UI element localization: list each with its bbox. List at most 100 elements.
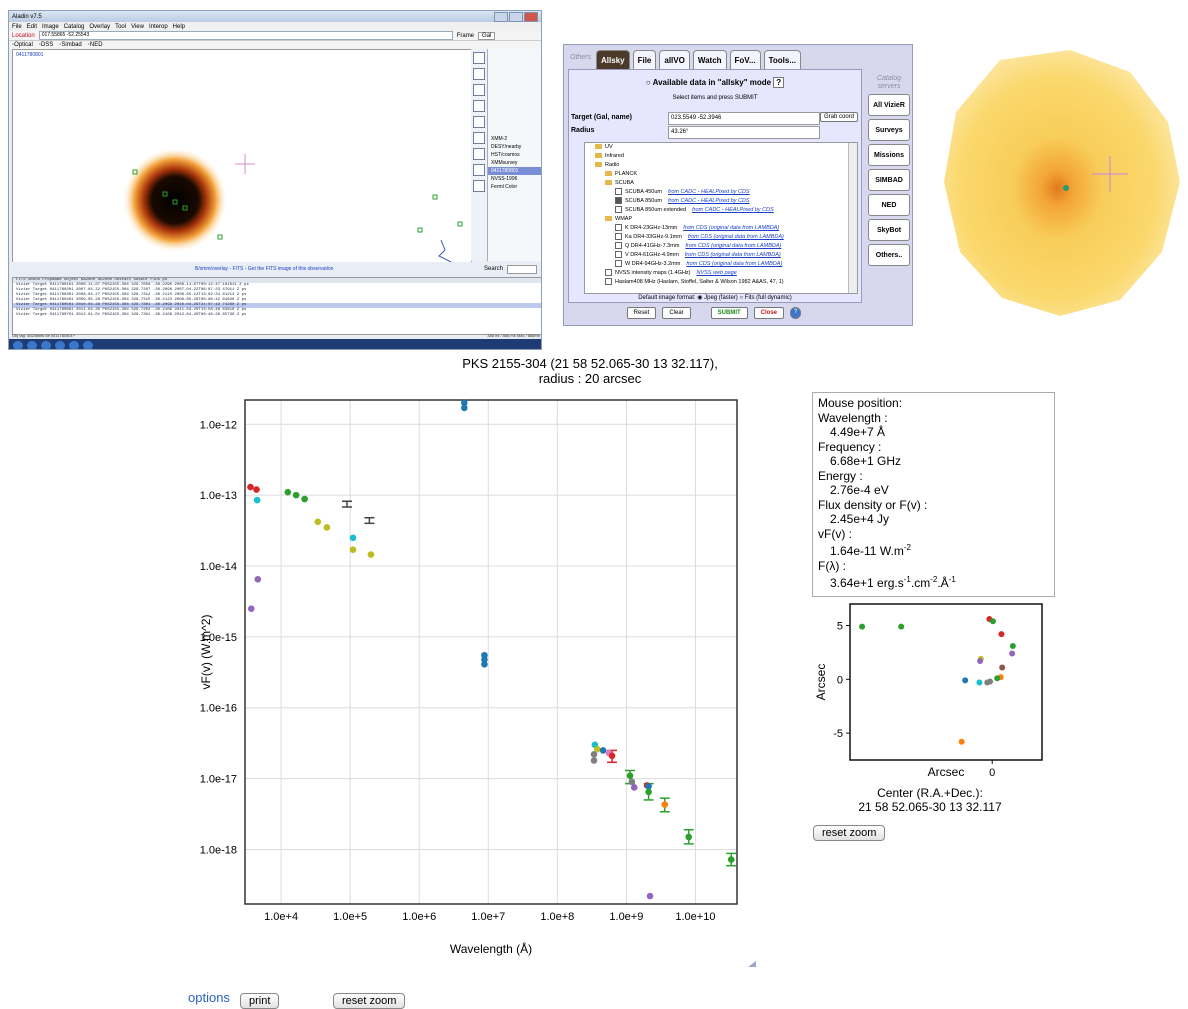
server-ned[interactable]: NED: [868, 194, 910, 216]
tree-item-link[interactable]: NVSS web page: [696, 270, 737, 276]
tree-item[interactable]: SCUBA 850um from CADC - HEALPixed by CDS: [585, 197, 857, 206]
sed-point[interactable]: [630, 784, 638, 791]
table-row[interactable]: Vizier Target 0411780401 2009-05-28 PKS2…: [16, 298, 247, 302]
layer-item[interactable]: NVSS-1996: [491, 176, 518, 182]
layer-item[interactable]: XMM-2: [491, 136, 508, 142]
sed-point[interactable]: [284, 488, 292, 496]
tag-tool-icon[interactable]: [473, 116, 485, 128]
tree-item[interactable]: Infrared: [585, 152, 857, 161]
fits-radio[interactable]: ○: [739, 295, 745, 301]
tree-item-link[interactable]: from CDS (original data from LAMBDA): [684, 252, 781, 258]
tree-item[interactable]: NVSS intensity maps (1.4GHz) NVSS web pag…: [585, 269, 857, 278]
table-row[interactable]: Vizier Target 0411780201 2007-04-22 PKS2…: [16, 288, 247, 292]
tree-scrollbar[interactable]: [848, 143, 857, 293]
reset-zoom-button[interactable]: reset zoom: [333, 993, 406, 1009]
menu-item-edit[interactable]: Edit: [26, 23, 38, 30]
sed-point[interactable]: [685, 833, 693, 841]
checkbox-icon[interactable]: [615, 260, 622, 268]
jpeg-radio[interactable]: ◉: [697, 295, 705, 301]
position-point[interactable]: [994, 675, 1001, 682]
tab-watch[interactable]: Watch: [692, 50, 727, 69]
position-point[interactable]: [998, 631, 1005, 638]
sed-point[interactable]: [646, 892, 654, 900]
tree-item[interactable]: Ka DR4-33GHz-9.1mm from CDS (original dat…: [585, 233, 857, 242]
sed-point[interactable]: [301, 495, 308, 503]
sed-point[interactable]: [349, 546, 357, 553]
reset-button[interactable]: Reset: [626, 307, 657, 319]
sed-point[interactable]: [314, 518, 322, 526]
layer-item[interactable]: 0411780801: [488, 167, 541, 175]
server-surveys[interactable]: Surveys: [868, 119, 910, 141]
menu-item-image[interactable]: Image: [42, 23, 59, 30]
print-button[interactable]: print: [240, 993, 280, 1009]
tree-item-link[interactable]: from CDS (original data from LAMBDA): [683, 225, 780, 231]
close-window-button[interactable]: [524, 11, 538, 22]
sed-point[interactable]: [253, 496, 261, 504]
menu-item-tool[interactable]: Tool: [115, 23, 127, 30]
zoom-tool-icon[interactable]: [473, 84, 485, 96]
sed-point[interactable]: [594, 745, 601, 753]
tree-item[interactable]: PLANCK: [585, 170, 857, 179]
position-point[interactable]: [962, 677, 969, 684]
tree-item[interactable]: SCUBA: [585, 179, 857, 188]
tree-item[interactable]: Radio: [585, 161, 857, 170]
tab-allsky[interactable]: Allsky: [596, 50, 630, 69]
server-skybot[interactable]: SkyBot: [868, 219, 910, 241]
sed-point[interactable]: [599, 747, 607, 754]
tree-item[interactable]: SCUBA 450um from CADC - HEALPixed by CDS: [585, 188, 857, 197]
position-point[interactable]: [976, 679, 983, 686]
delete-tool-icon[interactable]: [473, 180, 485, 192]
sed-point[interactable]: [628, 778, 636, 786]
tree-item[interactable]: K DR4-23GHz-13mm from CDS (original data …: [585, 224, 857, 233]
sed-point[interactable]: [349, 534, 357, 542]
menu-item-view[interactable]: View: [131, 23, 144, 30]
tree-item[interactable]: Haslam408 MHz (Haslam, Stoffel, Salter &…: [585, 278, 857, 287]
start-button-icon[interactable]: [13, 340, 23, 349]
table-row[interactable]: Vizier Target 0411780601 2011-04-20 PKS2…: [16, 308, 247, 312]
frame-select[interactable]: Gal: [478, 31, 496, 40]
dist-tool-icon[interactable]: [473, 132, 485, 144]
checkbox-icon[interactable]: [615, 197, 622, 205]
app-icon[interactable]: [69, 340, 79, 349]
sed-point[interactable]: [608, 752, 616, 760]
checkbox-icon[interactable]: [605, 269, 612, 277]
grab-coord-button[interactable]: Grab coord: [820, 112, 859, 122]
app-icon[interactable]: [83, 340, 93, 349]
sed-point[interactable]: [254, 575, 262, 583]
menu-item-help[interactable]: Help: [172, 23, 186, 30]
minimize-button[interactable]: [494, 11, 508, 22]
phot-tool-icon[interactable]: [473, 148, 485, 160]
tree-item[interactable]: W DR4-94GHz-3.2mm from CDS (original data…: [585, 260, 857, 269]
tree-item[interactable]: Q DR4-41GHz-7.3mm from CDS (original data…: [585, 242, 857, 251]
position-point[interactable]: [989, 618, 996, 625]
location-input[interactable]: 017.55865 -52.25543: [38, 31, 453, 40]
sed-point[interactable]: [590, 751, 598, 758]
menu-item-file[interactable]: File: [12, 23, 22, 30]
position-point[interactable]: [977, 658, 984, 665]
radius-input[interactable]: 43.26°: [668, 126, 820, 139]
position-point[interactable]: [859, 623, 866, 630]
help-button[interactable]: ?: [773, 77, 785, 88]
layer-item[interactable]: XMMsurvey: [491, 160, 518, 166]
tree-item[interactable]: SCUBA 850um extended from CADC - HEALPixe…: [585, 206, 857, 215]
browser-icon[interactable]: [27, 340, 37, 349]
options-link[interactable]: options: [188, 990, 230, 1005]
tree-item-link[interactable]: from CDS (original data from LAMBDA): [687, 234, 784, 240]
survey-ned[interactable]: ◦NED: [87, 42, 103, 48]
tab-tools[interactable]: Tools...: [763, 50, 801, 69]
server-allvizier[interactable]: All VizieR: [868, 94, 910, 116]
sed-point[interactable]: [461, 399, 468, 407]
select-tool-icon[interactable]: [473, 52, 485, 64]
position-point[interactable]: [898, 623, 905, 630]
tree-item-link[interactable]: from CADC - HEALPixed by CDS: [668, 198, 750, 204]
tree-item-link[interactable]: from CDS (original data from LAMBDA): [685, 243, 782, 249]
tree-item[interactable]: UV: [585, 143, 857, 152]
sed-point[interactable]: [626, 772, 634, 779]
sed-point[interactable]: [253, 486, 260, 493]
checkbox-icon[interactable]: [615, 224, 622, 232]
table-row[interactable]: Vizier Target 0411780301 2008-04-27 PKS2…: [16, 293, 247, 297]
tree-item-link[interactable]: from CDS (original data from LAMBDA): [686, 261, 783, 267]
menu-item-overlay[interactable]: Overlay: [89, 23, 111, 30]
survey-optical[interactable]: ◦Optical: [12, 42, 33, 48]
firefox-icon[interactable]: [55, 340, 65, 349]
